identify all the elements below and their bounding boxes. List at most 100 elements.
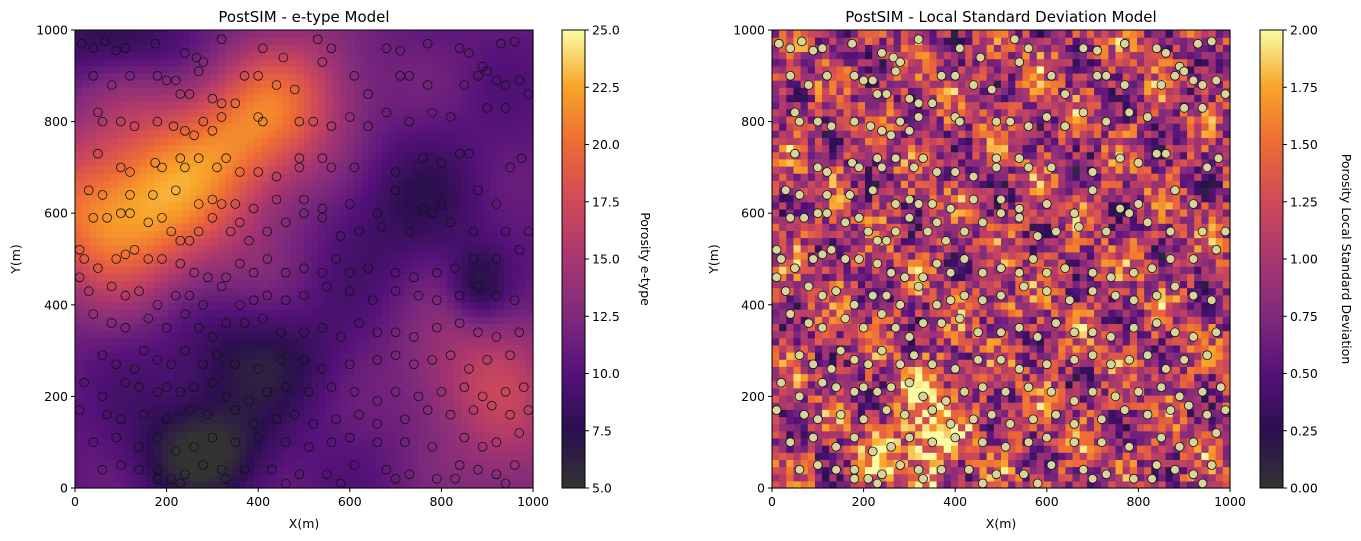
chart-left-y-label: Y(m) (8, 244, 23, 275)
sample-point (1129, 267, 1139, 278)
sample-point (191, 52, 202, 63)
sample-point (239, 71, 250, 81)
sample-point (812, 116, 823, 127)
sample-point (847, 38, 857, 49)
sample-point (280, 217, 291, 228)
sample-point (404, 71, 415, 81)
sample-point (1046, 460, 1057, 470)
sample-point (102, 213, 112, 223)
sample-point (1133, 199, 1144, 209)
sample-point (134, 441, 144, 452)
sample-point (491, 75, 502, 86)
sample-point (785, 213, 796, 223)
sample-point (1023, 437, 1034, 448)
sample-point (790, 148, 800, 159)
sample-point (473, 327, 483, 338)
sample-point (1188, 75, 1199, 86)
sample-point (1032, 231, 1043, 241)
chart-right-y-label: Y(m) (706, 244, 721, 275)
sample-point (1197, 80, 1208, 90)
sample-point (927, 359, 938, 370)
sample-point (184, 290, 195, 301)
sample-point (203, 272, 213, 283)
sample-point (895, 116, 905, 127)
sample-point (812, 162, 823, 173)
chart-left-plot-area (74, 29, 534, 489)
sample-point (1087, 167, 1098, 177)
sample-point (812, 414, 823, 425)
sample-point (171, 446, 181, 457)
sample-point (977, 217, 988, 228)
sample-point (1115, 203, 1125, 214)
colorbar-tick-label: 5.0 (592, 481, 612, 496)
sample-point (157, 162, 167, 173)
sample-point (88, 71, 99, 81)
sample-point (1206, 460, 1217, 470)
sample-point (950, 167, 960, 177)
sample-point (932, 167, 942, 177)
sample-point (1110, 391, 1121, 402)
chart-left-colorbar-label: Porosity e-type (638, 212, 653, 306)
sample-point (404, 116, 415, 127)
chart-left: PostSIM - e-type Model 0 200 400 600 800 1000… (8, 8, 653, 531)
sample-point (280, 295, 291, 306)
sample-point (932, 217, 942, 228)
y-tick-label: 0 (60, 481, 68, 496)
sample-point (477, 391, 488, 402)
y-tick-label: 800 (741, 114, 765, 129)
sample-point (271, 80, 282, 90)
sample-point (464, 48, 474, 58)
sample-point (794, 190, 805, 200)
chart-left-x-ticks: 0 200 400 600 800 1000 (71, 488, 549, 509)
sample-point (1151, 43, 1162, 54)
sample-point (1197, 103, 1208, 113)
sample-point (817, 43, 828, 54)
sample-point (230, 199, 241, 209)
sample-point (1147, 473, 1157, 484)
sample-point (216, 34, 227, 44)
sample-point (1087, 473, 1098, 484)
sample-point (991, 469, 1002, 480)
sample-point (431, 322, 442, 333)
sample-point (849, 432, 860, 443)
y-tick-label: 600 (44, 206, 68, 221)
sample-point (514, 327, 525, 338)
colorbar-tick-label: 1.00 (1290, 252, 1318, 267)
sample-point (454, 460, 465, 470)
sample-point (138, 409, 149, 420)
sample-point (431, 295, 442, 306)
sample-point (221, 272, 231, 283)
sample-point (152, 386, 163, 397)
sample-point (445, 217, 456, 228)
sample-point (491, 437, 502, 448)
sample-point (326, 382, 337, 393)
sample-point (271, 171, 282, 182)
sample-point (872, 235, 883, 246)
sample-point (1133, 158, 1144, 168)
sample-point (193, 66, 204, 76)
sample-point (1023, 382, 1034, 393)
sample-point (808, 432, 818, 443)
sample-point (1101, 71, 1112, 81)
sample-point (877, 309, 887, 319)
sample-point (464, 148, 474, 159)
sample-point (193, 322, 204, 333)
sample-point (1014, 213, 1025, 223)
sample-point (812, 460, 823, 470)
sample-point (803, 318, 814, 328)
sample-point (918, 272, 928, 283)
sample-point (822, 71, 832, 81)
sample-point (354, 226, 364, 237)
sample-point (367, 295, 378, 306)
sample-point (125, 167, 135, 177)
sample-point (1000, 441, 1011, 452)
sample-point (514, 428, 525, 438)
sample-point (152, 116, 163, 127)
sample-point (79, 377, 89, 388)
sample-point (454, 318, 465, 328)
sample-point (941, 235, 951, 246)
colorbar-tick-label: 10.0 (592, 366, 620, 381)
sample-point (1014, 364, 1025, 374)
sample-point (308, 419, 319, 429)
sample-point (372, 327, 383, 338)
